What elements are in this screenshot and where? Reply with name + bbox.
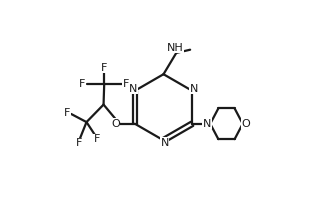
Text: N: N <box>190 84 198 94</box>
Text: F: F <box>101 63 107 73</box>
Text: O: O <box>111 119 120 129</box>
Text: F: F <box>94 134 100 144</box>
Text: F: F <box>64 108 70 118</box>
Text: F: F <box>123 79 129 89</box>
Text: N: N <box>160 138 169 148</box>
Text: O: O <box>242 119 250 129</box>
Text: F: F <box>79 79 86 89</box>
Text: NH: NH <box>167 43 183 53</box>
Text: N: N <box>129 84 137 94</box>
Text: F: F <box>76 138 82 148</box>
Text: N: N <box>203 119 212 129</box>
